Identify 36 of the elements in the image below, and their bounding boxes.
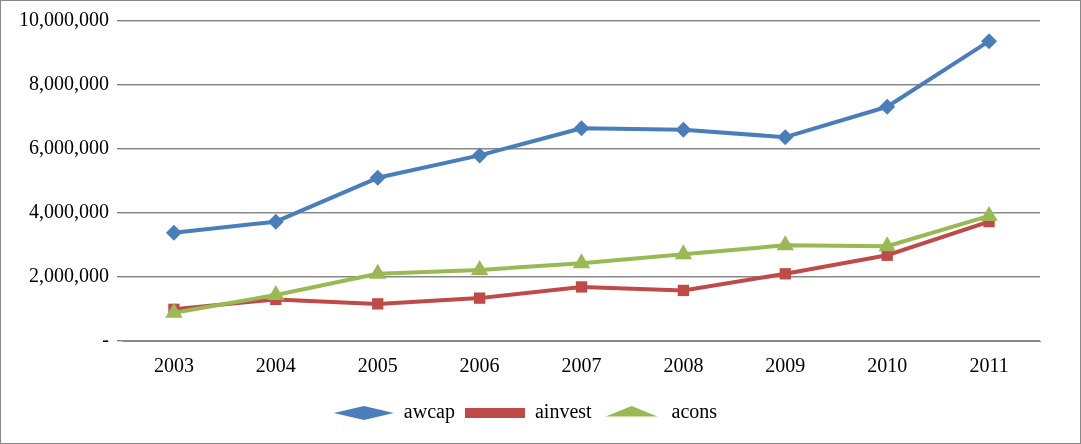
point (575, 281, 588, 293)
x-tick-label: 2006 (459, 354, 500, 377)
y-tick-label: 10,000,000 (19, 8, 109, 31)
point (779, 268, 791, 280)
y-tick-label: 2,000,000 (29, 264, 109, 287)
legend-label: awcap (403, 400, 455, 424)
legend-label: acons (671, 400, 718, 423)
point (165, 224, 182, 241)
point (369, 169, 386, 186)
point (981, 33, 998, 50)
x-tick-label: 2004 (255, 354, 296, 377)
point (879, 98, 896, 115)
point (572, 253, 591, 269)
y-tick-label: 8,000,000 (29, 72, 109, 95)
x-tick-label: 2009 (765, 354, 806, 377)
point (267, 213, 284, 230)
x-tick-label: 2005 (357, 354, 398, 377)
point (878, 236, 896, 252)
x-tick-label: 2003 (153, 354, 194, 377)
point (573, 120, 590, 137)
y-tick-label: 6,000,000 (29, 136, 109, 159)
y-tick-label: - (102, 328, 109, 351)
point (777, 129, 794, 146)
point (675, 121, 692, 138)
point (471, 147, 488, 164)
point (776, 235, 794, 251)
point (372, 298, 384, 310)
point (473, 292, 486, 304)
x-tick-label: 2007 (561, 354, 602, 377)
point (674, 244, 693, 260)
legend-label: ainvest (534, 400, 593, 423)
x-tick-label: 2011 (969, 354, 1009, 377)
x-tick-label: 2010 (867, 354, 908, 377)
x-tick-label: 2008 (663, 354, 704, 377)
y-tick-label: 4,000,000 (29, 200, 109, 223)
point (677, 284, 690, 297)
